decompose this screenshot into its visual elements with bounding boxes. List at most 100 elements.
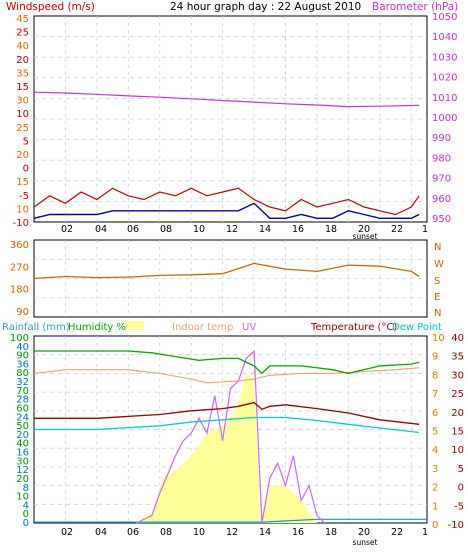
sunset-label: sunset: [353, 232, 378, 241]
dew-point-tick-label: 0: [432, 520, 438, 531]
windspeed-tick-label: 0: [23, 164, 29, 175]
windspeed-axis-label: Windspeed (m/s): [6, 1, 95, 13]
graph-title: 24 hour graph day : 22 August 2010: [170, 1, 361, 13]
humidity-rainfall-tick-label: 20: [16, 430, 29, 441]
windspeed-tick-label: 25: [16, 28, 29, 39]
windspeed-tick-label: 25: [16, 123, 29, 134]
windspeed-tick-label: 35: [16, 68, 29, 79]
temperature-tick-label: 0: [458, 483, 464, 494]
barometer-tick-label: 990: [432, 133, 451, 144]
x-axis-top: 02 04 06 08 10 12 14 16 18 20 22 1 sunse…: [61, 224, 428, 241]
temperature-tick-label: -5: [454, 501, 464, 512]
dew-point-tick-label: 3: [432, 464, 438, 475]
humidity-rainfall-tick-label: 4: [23, 500, 29, 511]
dew-point-tick-label: 1: [432, 501, 438, 512]
x-tick-label: 04: [95, 527, 107, 538]
x-tick-label: 12: [226, 527, 238, 538]
dew-point-tick-label: 9: [432, 352, 438, 363]
x-tick-label: 20: [358, 224, 370, 235]
x-tick-label: 10: [193, 527, 205, 538]
windspeed-tick-label: 45: [16, 14, 29, 25]
x-tick-label: 20: [358, 527, 370, 538]
x-tick-label: 02: [61, 224, 73, 235]
humidity-rainfall-tick-label: 70: [16, 386, 29, 397]
x-tick-label: 04: [95, 224, 107, 235]
x-tick-label: 18: [325, 527, 337, 538]
barometer-tick-label: 1020: [432, 73, 457, 84]
windspeed-tick-label: 30: [16, 96, 29, 107]
windspeed-tick-label: -10: [13, 218, 29, 229]
windspeed-tick-label: -5: [19, 191, 29, 202]
temperature-tick-label: 30: [451, 370, 464, 381]
humidity-rainfall-tick-label: 90: [16, 351, 29, 362]
x-tick-label: 1: [422, 527, 428, 538]
barometer-tick-label: 1050: [432, 12, 457, 23]
dew-point-tick-label: 10: [432, 333, 445, 344]
temperature-tick-label: 10: [451, 445, 464, 456]
compass-label: W: [434, 259, 444, 270]
uv-axis-label: UV: [242, 322, 256, 333]
humidity-rainfall-tick-label: 32: [16, 377, 29, 388]
x-tick-label: 14: [259, 224, 271, 235]
humidity-rainfall-tick-label: 36: [16, 359, 29, 370]
direction-tick-label: 360: [10, 240, 29, 251]
temperature-tick-label: -10: [448, 520, 464, 531]
barometer-tick-label: 970: [432, 174, 451, 185]
barometer-tick-label: 950: [432, 214, 451, 225]
barometer-axis-label: Barometer (hPa): [372, 1, 458, 13]
x-tick-label: 02: [61, 527, 73, 538]
dew-point-tick-label: 7: [432, 389, 438, 400]
dew-point-axis-label: Dew Point: [392, 322, 442, 333]
humidity-rainfall-tick-label: 80: [16, 368, 29, 379]
x-tick-label: 12: [226, 224, 238, 235]
humidity-rainfall-tick-label: 8: [23, 483, 29, 494]
x-tick-label: 16: [292, 527, 304, 538]
x-tick-label: 22: [391, 224, 403, 235]
x-axis-bottom: 02 04 06 08 10 12 14 16 18 20 22 1 sunse…: [61, 527, 428, 547]
compass-label: N: [434, 308, 441, 319]
windspeed-tick-label: 5: [23, 136, 29, 147]
temperature-line: [34, 401, 420, 425]
temperature-tick-label: 5: [458, 464, 464, 475]
humidity-rainfall-tick-label: 100: [10, 333, 29, 344]
barometer-tick-label: 1040: [432, 32, 457, 43]
x-tick-label: 16: [292, 224, 304, 235]
dew-point-tick-label: 5: [432, 427, 438, 438]
humidity-axis-label: Humidity %: [68, 322, 126, 333]
humidity-rainfall-tick-label: 40: [16, 439, 29, 450]
barometer-tick-label: 1030: [432, 52, 457, 63]
barometer-tick-label: 1000: [432, 113, 457, 124]
direction-tick-label: 180: [10, 285, 29, 296]
humidity-rainfall-tick-label: 10: [16, 492, 29, 503]
humidity-rainfall-tick-label: 0: [23, 518, 29, 529]
x-tick-label: 10: [193, 224, 205, 235]
x-tick-label: 06: [127, 224, 139, 235]
solar-radiation-area: [136, 373, 317, 523]
humidity-rainfall-tick-label: 30: [16, 456, 29, 467]
compass-axis: N W S E N: [434, 242, 444, 319]
windspeed-average-line: [33, 202, 420, 220]
x-tick-label: 08: [160, 527, 172, 538]
rainfall-line: [34, 518, 427, 523]
axis-labels: 452540203515301025520015-510-10105010401…: [10, 12, 464, 531]
humidity-rainfall-tick-label: 60: [16, 403, 29, 414]
compass-label: N: [434, 242, 441, 253]
header-dash: --: [345, 1, 353, 13]
x-tick-label: 08: [160, 224, 172, 235]
temperature-axis-label: Temperature (°C): [310, 322, 397, 333]
humidity-rainfall-tick-label: 40: [16, 342, 29, 353]
windspeed-tick-label: 10: [16, 109, 29, 120]
x-tick-label: 18: [325, 224, 337, 235]
humidity-rainfall-tick-label: 0: [23, 509, 29, 520]
direction-tick-label: 270: [10, 262, 29, 273]
sunset-label: sunset: [353, 538, 378, 547]
barometer-tick-label: 980: [432, 153, 451, 164]
solar-legend-swatch: [126, 321, 144, 330]
dew-point-tick-label: 2: [432, 483, 438, 494]
windspeed-tick-label: 40: [16, 41, 29, 52]
bottom-panel-legend: Rainfall (mm) Humidity % Indoor temp UV …: [2, 321, 442, 333]
windspeed-tick-label: 20: [16, 150, 29, 161]
barometer-tick-label: 960: [432, 194, 451, 205]
barometer-line: [33, 91, 420, 108]
